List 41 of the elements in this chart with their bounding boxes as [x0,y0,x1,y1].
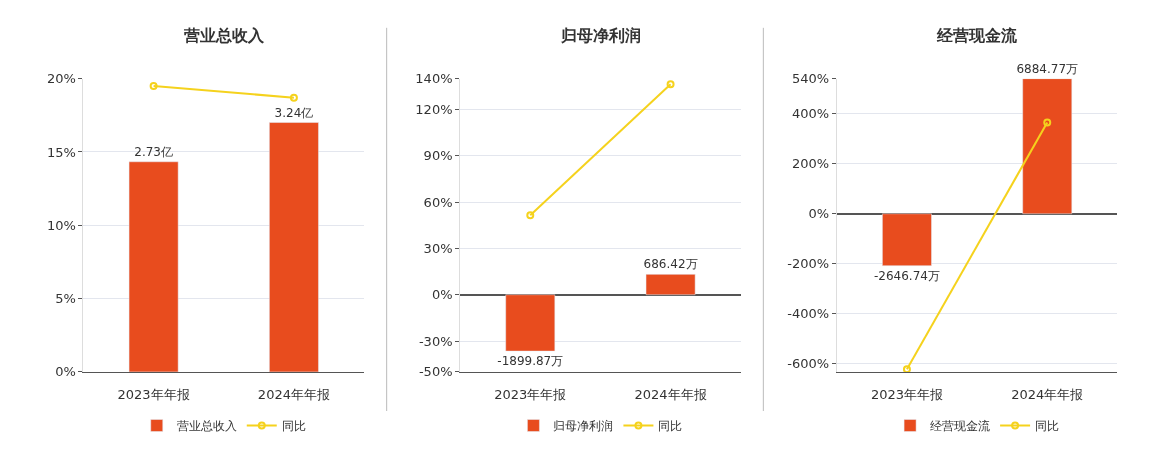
x-tick-label: 2023年年报 [494,386,567,402]
y-tick-label: 0% [808,206,830,222]
legend-label: 归母净利润 [553,419,614,434]
x-tick-label: 2023年年报 [117,386,190,402]
x-tick-label: 2024年年报 [257,386,330,402]
x-tick-label: 2024年年报 [634,386,707,402]
y-tick-label: 120% [415,102,453,118]
y-tick-label: 60% [423,194,453,210]
data-label: -2646.74万 [873,268,940,283]
data-label: 2.73亿 [134,144,173,159]
data-label: 686.42万 [643,257,698,272]
y-tick-label: -600% [787,356,830,372]
x-tick-label: 2023年年报 [870,386,943,402]
chart-title: 经营现金流 [936,26,1018,45]
legend-label: 同比 [1035,419,1060,434]
data-label: 6884.77万 [1016,61,1079,76]
y-tick-label: 5% [55,291,76,307]
data-label: 3.24亿 [274,105,314,120]
legend-label: 同比 [281,419,306,434]
y-tick-label: -400% [787,306,830,322]
data-label: -1899.87万 [497,354,564,369]
y-tick-label: -200% [787,256,830,272]
x-tick-label: 2024年年报 [1011,386,1084,402]
y-tick-label: 10% [46,217,76,233]
y-tick-label: 540% [792,71,830,87]
y-tick-label: -30% [418,333,453,349]
chart-title: 归母净利润 [560,26,641,45]
y-tick-label: 20% [46,71,76,87]
y-tick-label: 140% [415,71,453,87]
legend-label: 经营现金流 [930,419,991,434]
y-tick-label: 15% [46,144,76,160]
legend-label: 同比 [658,419,683,434]
y-tick-label: 90% [423,148,453,164]
y-tick-label: 0% [55,364,76,380]
y-tick-label: 200% [792,156,830,172]
legend-label: 营业总收入 [176,419,237,434]
y-tick-label: 0% [431,287,453,303]
y-tick-label: 30% [423,240,453,256]
y-tick-label: -50% [418,364,453,380]
y-tick-label: 400% [792,106,830,122]
chart-title: 营业总收入 [183,26,265,45]
